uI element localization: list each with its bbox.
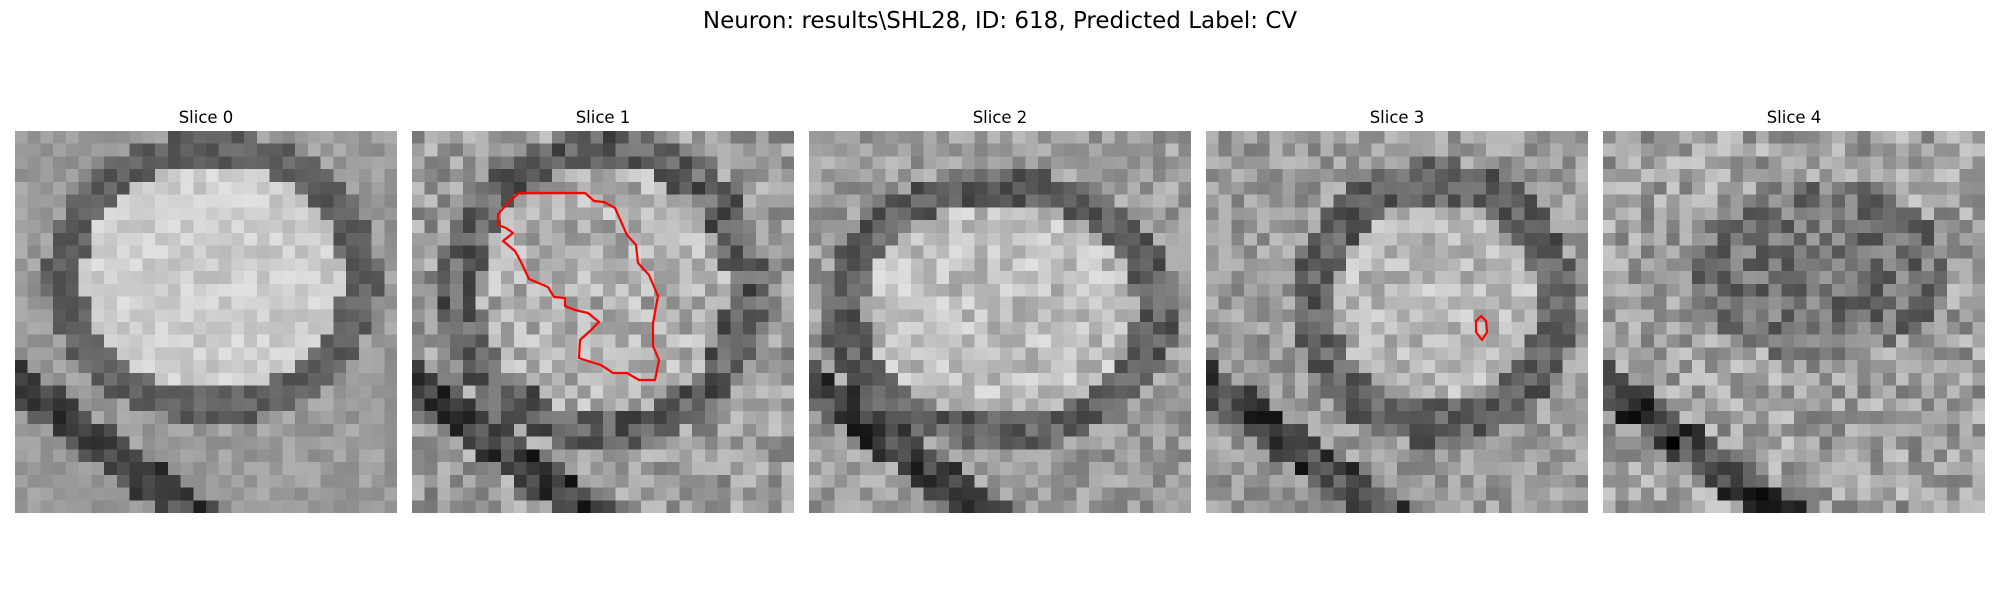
slice-1-segmentation-contour [496, 191, 661, 382]
slice-panel-0: Slice 0 [15, 105, 397, 513]
slice-1-contour-overlay [496, 191, 661, 382]
slice-0-title: Slice 0 [178, 108, 234, 127]
slice-2-image [809, 131, 1191, 513]
slice-panel-2: Slice 2 [809, 105, 1191, 513]
slice-3-contour-overlay [1474, 314, 1489, 342]
slice-panel-3: Slice 3 [1206, 105, 1588, 513]
slice-2-title: Slice 2 [972, 108, 1028, 127]
figure-title: Neuron: results\SHL28, ID: 618, Predicte… [702, 8, 1298, 34]
slice-panel-4: Slice 4 [1603, 105, 1985, 513]
slice-3-image [1206, 131, 1588, 513]
slice-0-image [15, 131, 397, 513]
slice-4-title: Slice 4 [1766, 108, 1822, 127]
slice-3-title: Slice 3 [1369, 108, 1425, 127]
slice-1-image [412, 131, 794, 513]
slice-1-title: Slice 1 [575, 108, 631, 127]
slice-4-image [1603, 131, 1985, 513]
slice-3-segmentation-contour [1474, 314, 1489, 342]
slice-panel-1: Slice 1 [412, 105, 794, 513]
